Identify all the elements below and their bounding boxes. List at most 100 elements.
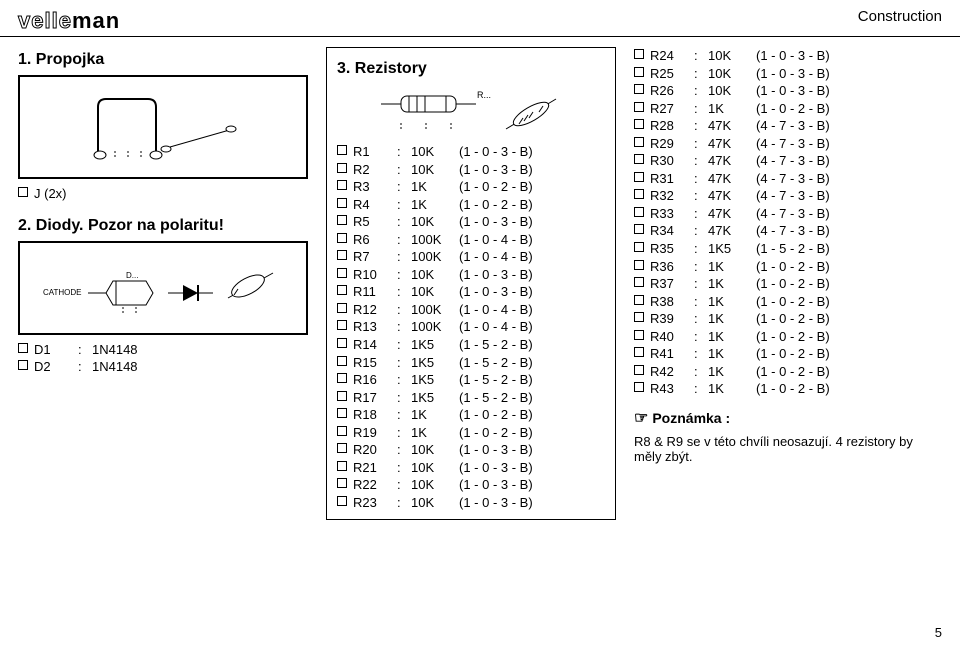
checkbox-icon[interactable]: [337, 478, 347, 488]
checkbox-icon[interactable]: [634, 137, 644, 147]
checkbox-icon[interactable]: [634, 67, 644, 77]
checkbox-icon[interactable]: [337, 408, 347, 418]
item-ref: R32: [650, 187, 688, 205]
colon: :: [694, 380, 702, 398]
colon: :: [694, 363, 702, 381]
checkbox-icon[interactable]: [634, 312, 644, 322]
item-ref: R27: [650, 100, 688, 118]
diode-list: D1:1N4148D2:1N4148: [18, 341, 308, 376]
item-ref: R3: [353, 178, 391, 196]
logo-solid: man: [72, 8, 120, 34]
checkbox-icon[interactable]: [634, 172, 644, 182]
list-item: R43:1K(1 - 0 - 2 - B): [634, 380, 934, 398]
checkbox-icon[interactable]: [337, 268, 347, 278]
item-ref: R33: [650, 205, 688, 223]
item-ref: R13: [353, 318, 391, 336]
list-item: R21:10K(1 - 0 - 3 - B): [337, 459, 605, 477]
checkbox-icon[interactable]: [337, 215, 347, 225]
checkbox-icon[interactable]: [337, 180, 347, 190]
column-2: 3. Rezistory R... R1:10K(1 - 0 - 3 - B)R…: [326, 47, 616, 520]
checkbox-icon[interactable]: [18, 187, 28, 197]
checkbox-icon[interactable]: [337, 496, 347, 506]
item-code: (1 - 0 - 3 - B): [459, 459, 533, 477]
checkbox-icon[interactable]: [634, 260, 644, 270]
colon: :: [397, 231, 405, 249]
colon: :: [694, 205, 702, 223]
colon: :: [694, 275, 702, 293]
checkbox-icon[interactable]: [337, 303, 347, 313]
page-number: 5: [935, 625, 942, 640]
content-area: 1. Propojka J (2x) 2. Diody. Pozor na po…: [0, 37, 960, 524]
checkbox-icon[interactable]: [634, 102, 644, 112]
checkbox-icon[interactable]: [337, 391, 347, 401]
checkbox-icon[interactable]: [634, 119, 644, 129]
colon: :: [397, 248, 405, 266]
item-value: 10K: [411, 476, 453, 494]
checkbox-icon[interactable]: [337, 163, 347, 173]
list-item: R19:1K(1 - 0 - 2 - B): [337, 424, 605, 442]
list-item: R20:10K(1 - 0 - 3 - B): [337, 441, 605, 459]
checkbox-icon[interactable]: [634, 207, 644, 217]
list-item: R40:1K(1 - 0 - 2 - B): [634, 328, 934, 346]
d-label: D...: [126, 271, 138, 280]
checkbox-icon[interactable]: [337, 338, 347, 348]
checkbox-icon[interactable]: [18, 343, 28, 353]
checkbox-icon[interactable]: [337, 320, 347, 330]
checkbox-icon[interactable]: [337, 356, 347, 366]
checkbox-icon[interactable]: [634, 382, 644, 392]
item-ref: R21: [353, 459, 391, 477]
list-item: R38:1K(1 - 0 - 2 - B): [634, 293, 934, 311]
note-block: ☞ Poznámka : R8 & R9 se v této chvíli ne…: [634, 408, 934, 464]
colon: :: [397, 178, 405, 196]
list-item: R11:10K(1 - 0 - 3 - B): [337, 283, 605, 301]
checkbox-icon[interactable]: [337, 198, 347, 208]
list-item: R22:10K(1 - 0 - 3 - B): [337, 476, 605, 494]
item-value: 10K: [411, 266, 453, 284]
item-value: 100K: [411, 318, 453, 336]
checkbox-icon[interactable]: [634, 224, 644, 234]
colon: :: [397, 459, 405, 477]
item-ref: R15: [353, 354, 391, 372]
section3-title: 3. Rezistory: [337, 60, 605, 78]
item-code: (1 - 0 - 3 - B): [756, 65, 830, 83]
checkbox-icon[interactable]: [337, 250, 347, 260]
checkbox-icon[interactable]: [634, 295, 644, 305]
checkbox-icon[interactable]: [634, 189, 644, 199]
checkbox-icon[interactable]: [634, 84, 644, 94]
checkbox-icon[interactable]: [634, 365, 644, 375]
item-value: 1N4148: [92, 358, 138, 376]
checkbox-icon[interactable]: [634, 347, 644, 357]
list-item: R33:47K(4 - 7 - 3 - B): [634, 205, 934, 223]
item-code: (1 - 0 - 2 - B): [756, 258, 830, 276]
checkbox-icon[interactable]: [337, 461, 347, 471]
item-code: (1 - 0 - 3 - B): [459, 266, 533, 284]
checkbox-icon[interactable]: [634, 49, 644, 59]
checkbox-icon[interactable]: [634, 154, 644, 164]
colon: :: [397, 389, 405, 407]
item-ref: R4: [353, 196, 391, 214]
item-code: (4 - 7 - 3 - B): [756, 152, 830, 170]
checkbox-icon[interactable]: [634, 277, 644, 287]
item-value: 1K: [708, 275, 750, 293]
checkbox-icon[interactable]: [634, 242, 644, 252]
checkbox-icon[interactable]: [337, 373, 347, 383]
checkbox-icon[interactable]: [337, 285, 347, 295]
item-ref: R11: [353, 283, 391, 301]
checkbox-icon[interactable]: [337, 233, 347, 243]
list-item: R14:1K5(1 - 5 - 2 - B): [337, 336, 605, 354]
item-value: 1K5: [708, 240, 750, 258]
checkbox-icon[interactable]: [337, 443, 347, 453]
checkbox-icon[interactable]: [634, 330, 644, 340]
colon: :: [397, 336, 405, 354]
column-3: R24:10K(1 - 0 - 3 - B)R25:10K(1 - 0 - 3 …: [634, 47, 934, 520]
checkbox-icon[interactable]: [337, 426, 347, 436]
item-ref: R43: [650, 380, 688, 398]
checkbox-icon[interactable]: [18, 360, 28, 370]
item-value: 10K: [411, 283, 453, 301]
item-code: (1 - 0 - 2 - B): [756, 100, 830, 118]
item-value: 1K: [708, 310, 750, 328]
list-item: R39:1K(1 - 0 - 2 - B): [634, 310, 934, 328]
item-code: (1 - 0 - 2 - B): [756, 275, 830, 293]
item-code: (4 - 7 - 3 - B): [756, 170, 830, 188]
checkbox-icon[interactable]: [337, 145, 347, 155]
